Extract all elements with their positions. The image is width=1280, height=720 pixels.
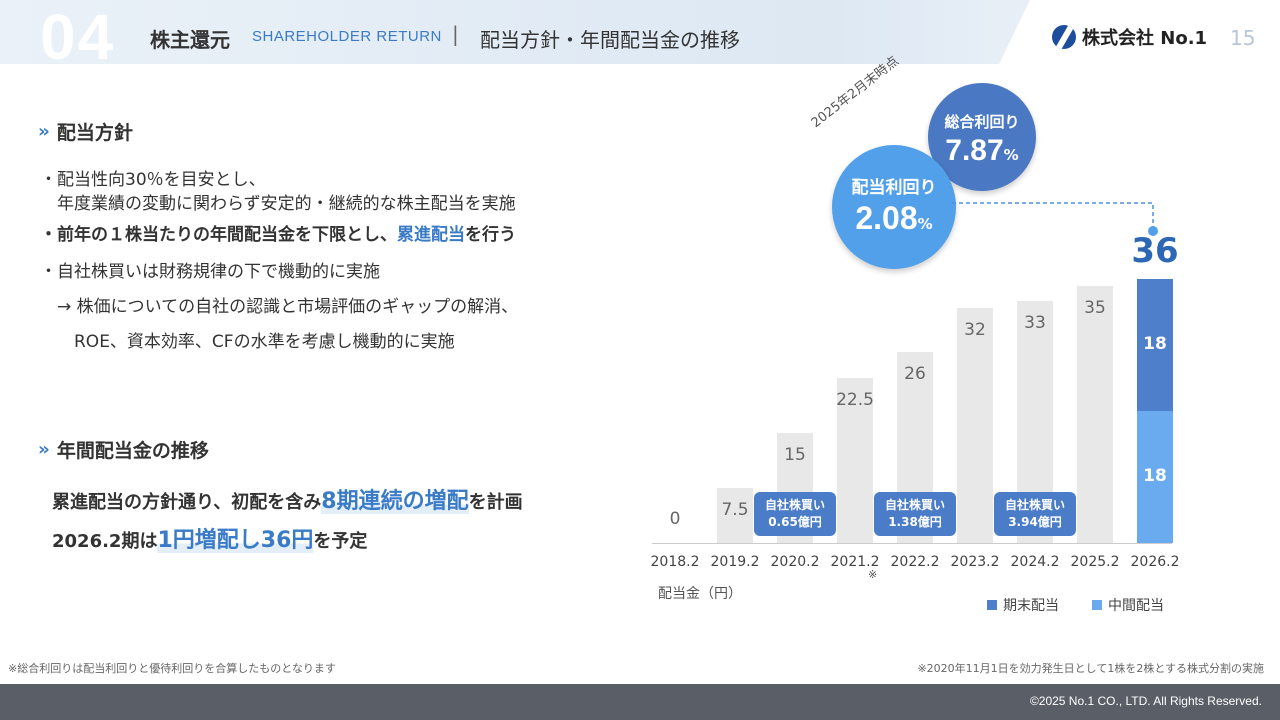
total-yield-unit: %	[1003, 146, 1019, 164]
trend-summary-1: 累進配当の方針通り、初配を含み8期連続の増配を計画	[52, 483, 523, 515]
buyback-label: 自社株買い	[1004, 498, 1065, 512]
footnote-total-yield: ※総合利回りは配当利回りと優待利回りを合算したものとなります	[8, 662, 336, 675]
trend-summary-2: 2026.2期は1円増配し36円を予定	[52, 522, 367, 554]
trend-heading: ›› 年間配当金の推移	[38, 436, 209, 463]
header: 04 株主還元 SHAREHOLDER RETURN | 配当方針・年間配当金の…	[0, 0, 1280, 72]
connector-dot	[1148, 226, 1158, 236]
chart-baseline	[652, 543, 1172, 544]
bar-value-2018.2: 0	[669, 509, 681, 529]
total-yield-label: 総合利回り	[944, 113, 1020, 131]
x-tick-2022.2: 2022.2	[890, 554, 940, 570]
trend-line1-accent: 8期連続の増配	[321, 489, 469, 514]
x-tick-2021.2: 2021.2	[830, 554, 880, 570]
year-end-swatch-icon	[987, 600, 997, 610]
copyright: ©2025 No.1 CO., LTD. All Rights Reserved…	[1029, 694, 1262, 708]
policy-heading-text: 配当方針	[56, 122, 133, 144]
footer-bar: ©2025 No.1 CO., LTD. All Rights Reserved…	[0, 684, 1280, 720]
bar-value-2021.2: 22.5	[836, 390, 874, 410]
x-tick-2020.2: 2020.2	[770, 554, 820, 570]
buyback-amount: 0.65億円	[768, 515, 822, 529]
bar-year-end-value: 18	[1143, 334, 1167, 354]
yield-connector	[952, 202, 1158, 236]
trend-line2-post: を予定	[313, 531, 368, 552]
bar-2019.2	[717, 488, 753, 543]
logo-mark-icon	[1052, 25, 1076, 49]
bar-value-2025.2: 35	[1084, 298, 1106, 319]
legend-interim-label: 中間配当	[1108, 598, 1164, 614]
page-title: 配当方針・年間配当金の推移	[480, 28, 740, 52]
policy-line-2: 年度業績の変動に関わらず安定的・継続的な株主配当を実施	[40, 194, 516, 214]
x-tick-2025.2: 2025.2	[1070, 554, 1120, 570]
connector-line	[952, 202, 1154, 229]
policy-bold-post: を行う	[465, 225, 516, 245]
x-tick-2019.2: 2019.2	[710, 554, 760, 570]
dividend-yield-value: 2.08	[855, 200, 918, 236]
header-band	[0, 0, 1030, 64]
section-title-en: SHAREHOLDER RETURN	[252, 28, 442, 45]
legend-item-interim: 中間配当	[1092, 595, 1164, 615]
policy-bold-pre: ・前年の１株当たりの年間配当金を下限とし、	[40, 225, 397, 245]
section-title-jp: 株主還元	[150, 28, 230, 52]
y-axis-label: 配当金（円）	[658, 586, 742, 602]
company-logo: 株式会社 No.1	[1052, 22, 1207, 52]
bar-value-2019.2: 7.5	[721, 500, 749, 520]
dividend-yield-label: 配当利回り	[851, 178, 937, 198]
double-chevron-icon: ››	[38, 439, 50, 460]
bar-value-2022.2: 26	[904, 364, 926, 385]
bar-2025.2	[1077, 286, 1113, 543]
bar-total-value-2026.2: 36	[1131, 231, 1179, 271]
policy-line-1: ・配当性向30％を目安とし、	[40, 170, 266, 190]
buyback-label: 自社株買い	[764, 498, 825, 512]
x-tick-2023.2: 2023.2	[950, 554, 1000, 570]
buyback-box-2024.2: 自社株買い 3.94億円	[994, 492, 1076, 536]
trend-line2-accent: 1円増配し36円	[157, 528, 314, 553]
trend-line1-post: を計画	[468, 492, 523, 513]
policy-heading: ›› 配当方針	[38, 118, 133, 145]
double-chevron-icon: ››	[38, 121, 50, 142]
section-number: 04	[40, 1, 116, 73]
dividend-yield-unit: %	[917, 215, 933, 233]
legend-item-year-end: 期末配当	[987, 595, 1059, 615]
x-tick-2018.2: 2018.2	[650, 554, 700, 570]
dividend-yield-bubble: 配当利回り 2.08%	[832, 145, 956, 269]
footnote-stock-split: ※2020年11月1日を効力発生日として1株を2株とする株式分割の実施	[917, 662, 1264, 675]
bar-2023.2	[957, 308, 993, 543]
policy-bold-accent: 累進配当	[397, 225, 465, 245]
buyback-box-2022.2: 自社株買い 1.38億円	[874, 492, 956, 536]
page-number: 15	[1230, 26, 1256, 50]
trend-heading-text: 年間配当金の推移	[56, 440, 209, 462]
interim-swatch-icon	[1092, 600, 1102, 610]
bar-interim-value: 18	[1143, 466, 1167, 486]
split-note-mark: ※	[868, 568, 878, 581]
buyback-amount: 3.94億円	[1008, 515, 1062, 529]
policy-line-progressive: ・前年の１株当たりの年間配当金を下限とし、累進配当を行う	[40, 220, 516, 245]
x-tick-2026.2: 2026.2	[1130, 554, 1180, 570]
x-tick-2024.2: 2024.2	[1010, 554, 1060, 570]
bar-2021.2	[837, 378, 873, 543]
total-yield-value: 7.87	[945, 134, 1004, 167]
bar-year-end-2026.2	[1137, 279, 1173, 411]
dividend-chart: 0 7.5 15 22.5 26 32 33 35 18 18 36	[640, 231, 1200, 570]
buyback-box-2020.2: 自社株買い 0.65億円	[754, 492, 836, 536]
bar-interim-2026.2	[1137, 411, 1173, 543]
policy-line-arrow: → 株価についての自社の認識と市場評価のギャップの解消、	[40, 297, 519, 317]
title-separator: |	[452, 22, 459, 46]
trend-line1-pre: 累進配当の方針通り、初配を含み	[52, 492, 322, 513]
bar-value-2024.2: 33	[1024, 313, 1046, 333]
buyback-label: 自社株買い	[884, 498, 945, 512]
legend-year-end-label: 期末配当	[1003, 598, 1059, 614]
bar-value-2023.2: 32	[964, 320, 986, 341]
policy-line-buyback: ・自社株買いは財務規律の下で機動的に実施	[40, 262, 380, 282]
trend-line2-pre: 2026.2期は	[52, 531, 158, 552]
logo-text: 株式会社 No.1	[1082, 28, 1208, 49]
bar-value-2020.2: 15	[784, 445, 806, 465]
buyback-amount: 1.38億円	[888, 515, 942, 529]
policy-line-roe: ROE、資本効率、CFの水準を考慮し機動的に実施	[40, 332, 455, 352]
